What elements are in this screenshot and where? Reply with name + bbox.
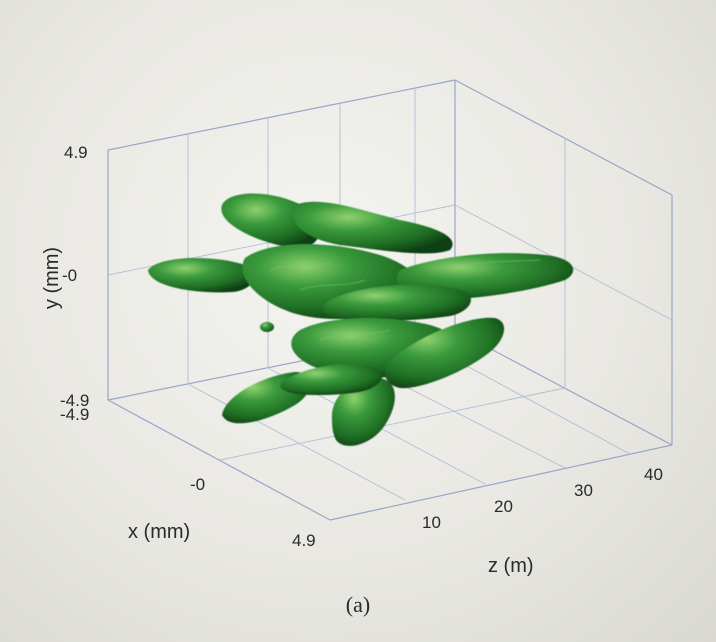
z-tick-label: 20 <box>494 497 513 516</box>
z-tick-label: 10 <box>422 513 441 532</box>
surface-blob <box>292 201 453 254</box>
z-axis-label: z (m) <box>488 555 534 577</box>
box-edge <box>107 399 331 521</box>
isosurface <box>148 193 574 446</box>
surface-blob <box>148 258 255 293</box>
z-tick-label: 30 <box>574 481 593 500</box>
y-tick-label: 4.9 <box>64 143 88 162</box>
y-tick-labels: 4.9 -0 -4.9 -4.9 <box>60 143 89 424</box>
z-tick-labels: 10 20 30 40 <box>422 465 663 532</box>
surface-texture <box>299 279 366 291</box>
y-tick-label: -4.9 <box>60 405 89 424</box>
figure-caption: (a) <box>345 592 371 617</box>
surface-blob <box>384 317 505 389</box>
y-tick-label: -4.9 <box>60 391 89 410</box>
y-tick-label: -0 <box>62 266 77 285</box>
box-edge <box>329 444 673 521</box>
surface-blob <box>323 284 471 321</box>
surface-texture <box>269 261 331 271</box>
z-tick-label: 40 <box>644 465 663 484</box>
surface-texture <box>429 259 541 271</box>
surface-blob <box>331 377 395 446</box>
y-axis-label: y (mm) <box>41 247 63 309</box>
grid-line <box>187 383 406 501</box>
x-axis-label: x (mm) <box>128 521 190 543</box>
surface-blob <box>260 322 274 332</box>
x-tick-labels: -0 4.9 <box>190 475 316 550</box>
surface-texture <box>319 329 391 341</box>
x-tick-label: -0 <box>190 475 205 494</box>
box-edge <box>454 79 673 196</box>
grid-line <box>219 387 566 461</box>
x-tick-label: 4.9 <box>292 531 316 550</box>
surface-blob <box>280 364 383 395</box>
box-edge <box>107 79 456 151</box>
